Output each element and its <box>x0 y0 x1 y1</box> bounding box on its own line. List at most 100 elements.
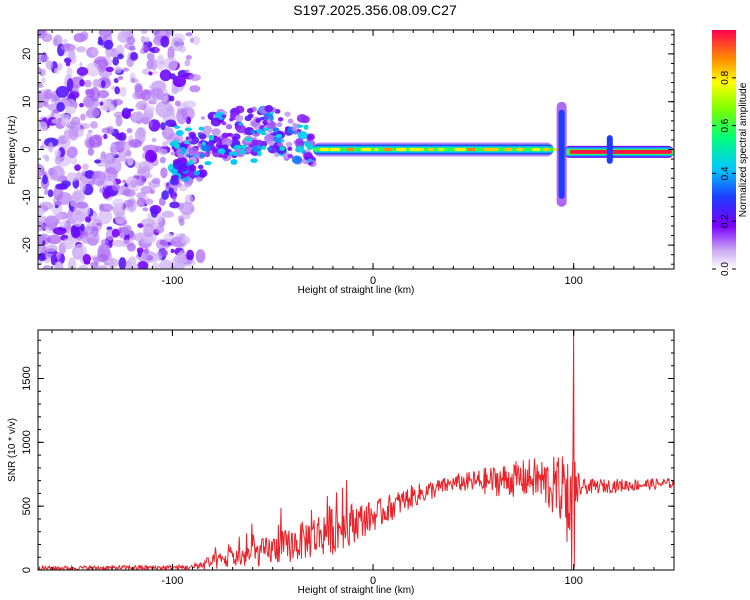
noise-blob <box>100 239 109 245</box>
noise-blob <box>103 156 113 165</box>
scatter-blob <box>295 138 304 145</box>
noise-blob <box>161 131 167 136</box>
spectrogram-x-axis: -100 0 100 <box>51 30 675 287</box>
noise-blob <box>161 210 175 218</box>
scatter-blob <box>226 132 232 137</box>
scatter-blob <box>285 141 293 148</box>
chart-title: S197.2025.356.08.09.C27 <box>293 2 457 18</box>
tone-core-segment <box>428 147 435 152</box>
scatter-highlight <box>230 159 238 165</box>
tone-core-segment <box>516 147 523 152</box>
scatter-blob <box>277 117 284 122</box>
spectrogram-ylabel: Frequency (Hz) <box>7 116 18 185</box>
noise-blob <box>142 207 149 212</box>
noise-blob <box>79 79 85 87</box>
noise-blob <box>144 36 151 43</box>
tone-core-segment <box>436 147 445 152</box>
minor-spike <box>606 135 613 164</box>
scatter-blob <box>246 148 252 153</box>
noise-blob <box>159 249 169 257</box>
spectrogram-y-axis: -20 -10 0 10 20 <box>21 34 674 265</box>
scatter-blob <box>225 124 233 130</box>
y-tick-label: -10 <box>21 189 33 205</box>
noise-blob <box>38 121 48 132</box>
scatter-blob <box>197 169 208 178</box>
noise-blob <box>44 188 49 195</box>
noise-blob <box>143 223 155 238</box>
scatter-blob <box>268 140 274 146</box>
noise-blob <box>68 257 77 269</box>
scatter-highlight <box>261 145 266 150</box>
noise-blob <box>82 253 92 264</box>
tone-core-segment <box>454 147 467 152</box>
noise-blob <box>170 248 175 254</box>
tone-core-segment <box>408 147 421 152</box>
scatter-blob <box>188 138 193 142</box>
noise-blob <box>145 149 156 164</box>
noise-blob <box>144 198 154 205</box>
noise-blob <box>98 208 113 225</box>
noise-blob <box>45 60 54 70</box>
noise-blob <box>149 120 153 128</box>
noise-blob <box>150 58 158 71</box>
noise-blob <box>43 101 49 108</box>
noise-blob <box>54 149 62 157</box>
tone-band-core <box>569 149 672 154</box>
scatter-blob <box>239 149 246 155</box>
scatter-blob <box>267 146 272 151</box>
scatter-blob <box>200 116 206 120</box>
noise-blob <box>117 151 127 162</box>
noise-blob <box>49 165 65 182</box>
noise-blob <box>39 201 53 211</box>
noise-blob <box>137 250 142 258</box>
noise-blob <box>92 256 104 262</box>
scatter-highlight <box>306 144 314 150</box>
noise-blob <box>185 116 192 125</box>
noise-blob <box>115 115 123 127</box>
scatter-highlight <box>173 143 181 149</box>
noise-blob <box>38 221 45 232</box>
noise-blob <box>133 141 139 148</box>
noise-blob <box>123 199 134 208</box>
noise-blob <box>160 122 166 131</box>
noise-blob <box>179 201 195 216</box>
noise-blob <box>140 30 148 35</box>
noise-blob <box>50 254 58 266</box>
scatter-blob <box>266 119 272 124</box>
y-tick-label: 1000 <box>21 430 33 454</box>
spectrogram-xlabel: Height of straight line (km) <box>298 285 415 296</box>
noise-blob <box>41 68 47 76</box>
scatter-highlight <box>297 124 304 128</box>
scatter-highlight <box>244 137 253 142</box>
tone-core-segment <box>374 147 379 152</box>
noise-blob <box>55 157 62 165</box>
noise-blob <box>91 47 99 57</box>
scatter-blob <box>196 176 203 182</box>
noise-blob <box>137 260 149 269</box>
x-tick-label: -100 <box>161 575 183 587</box>
noise-blob <box>189 207 195 212</box>
scatter-blob <box>250 129 256 134</box>
scatter-blob <box>305 155 310 160</box>
tone-core-segment <box>532 147 541 152</box>
noise-blob <box>94 159 102 164</box>
noise-blob <box>135 174 146 187</box>
colorbar-label: Normalized spectral amplitude <box>738 82 749 217</box>
scatter-blob <box>292 122 297 127</box>
noise-blob <box>48 142 54 153</box>
noise-blob <box>103 133 108 140</box>
noise-blob <box>85 62 101 77</box>
noise-blob <box>152 177 161 185</box>
scatter-blob <box>229 117 234 122</box>
noise-blob <box>44 137 59 147</box>
noise-blob <box>135 102 145 111</box>
noise-blob <box>152 30 160 36</box>
scatter-blob <box>188 146 199 156</box>
noise-blob <box>185 54 192 60</box>
noise-blob <box>56 102 65 112</box>
noise-blob <box>172 195 177 202</box>
noise-blob <box>53 34 63 46</box>
scatter-highlight <box>208 134 215 141</box>
noise-blob <box>130 52 138 61</box>
scatter-blob <box>170 177 180 186</box>
